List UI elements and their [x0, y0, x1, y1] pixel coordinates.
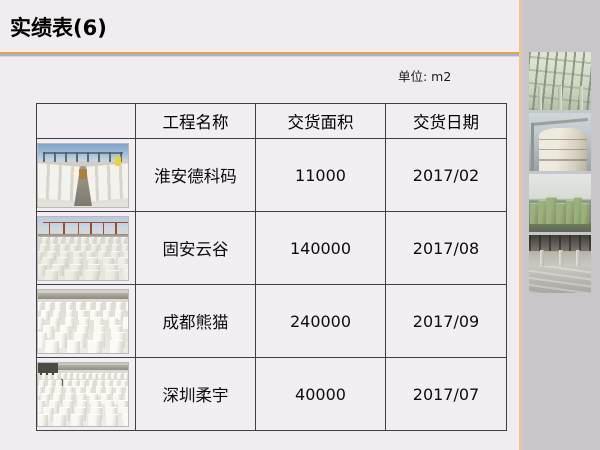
performance-table: 工程名称 交货面积 交货日期: [36, 103, 507, 431]
sidebar-photo-3: [529, 174, 591, 232]
title-divider-blue: [0, 54, 522, 56]
sidebar-photo-2: [529, 113, 591, 171]
sidebar-accent-strip: [519, 0, 522, 450]
header-cell-image: [36, 103, 136, 139]
project-thumbnail-1: [37, 142, 129, 208]
table-row: 成都熊猫 240000 2017/09: [36, 284, 507, 358]
cell-delivery-date: 2017/02: [385, 138, 507, 212]
project-thumbnail-3: [37, 288, 129, 354]
title-divider-shadow: [0, 56, 522, 57]
cell-project-name: 深圳柔宇: [135, 357, 256, 431]
table-header-row: 工程名称 交货面积 交货日期: [36, 103, 507, 139]
table-row: 深圳柔宇 40000 2017/07: [36, 357, 507, 431]
performance-table-wrapper: 工程名称 交货面积 交货日期: [36, 103, 507, 431]
row-image-cell: [36, 357, 136, 431]
page-title: 实绩表(6): [10, 16, 107, 40]
header-cell-delivery-area: 交货面积: [255, 103, 386, 139]
sidebar-panel: Yuan Sheng FiberGlass CO.,LTD NO.68,Ming…: [522, 0, 600, 450]
header-cell-delivery-date: 交货日期: [385, 103, 507, 139]
row-image-cell: [36, 211, 136, 285]
cell-delivery-area: 240000: [255, 284, 386, 358]
title-divider-orange: [0, 52, 522, 54]
table-row: 固安云谷 140000 2017/08: [36, 211, 507, 285]
table-row: 淮安德科码 11000 2017/02: [36, 138, 507, 212]
cell-project-name: 成都熊猫: [135, 284, 256, 358]
cell-project-name: 淮安德科码: [135, 138, 256, 212]
cell-delivery-area: 11000: [255, 138, 386, 212]
project-thumbnail-4: [37, 361, 129, 427]
header-cell-project-name: 工程名称: [135, 103, 256, 139]
row-image-cell: [36, 284, 136, 358]
sidebar-photo-1: [529, 52, 591, 110]
row-image-cell: [36, 138, 136, 212]
sidebar-photo-4: [529, 235, 591, 293]
cell-delivery-area: 140000: [255, 211, 386, 285]
cell-delivery-date: 2017/09: [385, 284, 507, 358]
unit-label: 单位: m2: [398, 69, 452, 84]
cell-delivery-date: 2017/07: [385, 357, 507, 431]
project-thumbnail-2: [37, 215, 129, 281]
cell-project-name: 固安云谷: [135, 211, 256, 285]
cell-delivery-area: 40000: [255, 357, 386, 431]
cell-delivery-date: 2017/08: [385, 211, 507, 285]
